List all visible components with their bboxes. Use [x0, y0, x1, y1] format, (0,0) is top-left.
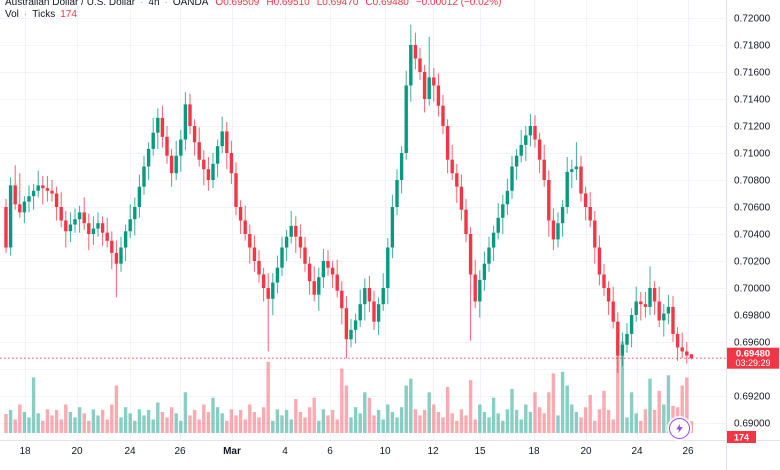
svg-text:10: 10	[379, 446, 391, 457]
volume-badge: 174	[727, 431, 756, 443]
candles-layer	[4, 24, 694, 373]
svg-text:174: 174	[734, 433, 749, 443]
svg-text:18: 18	[528, 446, 540, 457]
price-axis[interactable]: 0.72000 0.71800 0.71600 0.71400 0.71200 0.710…	[734, 14, 771, 430]
svg-text:24: 24	[124, 446, 136, 457]
svg-text:Mar: Mar	[223, 446, 241, 457]
svg-text:0.69600: 0.69600	[734, 338, 771, 349]
exchange-label[interactable]: OANDA	[172, 0, 209, 8]
ohlc-change: −0.00012 (−0.02%)	[415, 0, 502, 8]
ohlc-high: H0.69510	[266, 0, 310, 8]
svg-text:0.71200: 0.71200	[734, 122, 771, 133]
svg-text:26: 26	[682, 446, 694, 457]
svg-text:0.70600: 0.70600	[734, 203, 771, 214]
svg-text:0.71600: 0.71600	[734, 68, 771, 79]
legend-separator: ·	[140, 0, 144, 8]
svg-text:12: 12	[427, 446, 439, 457]
volume-layer	[4, 338, 694, 434]
lightning-icon	[676, 423, 683, 434]
svg-text:20: 20	[71, 446, 83, 457]
svg-text:6: 6	[327, 446, 333, 457]
svg-text:20: 20	[580, 446, 592, 457]
svg-text:26: 26	[174, 446, 186, 457]
svg-text:15: 15	[474, 446, 486, 457]
volume-indicator-label[interactable]: Vol	[5, 9, 19, 20]
svg-text:03:29:29: 03:29:29	[735, 358, 770, 368]
svg-text:0.71000: 0.71000	[734, 149, 771, 160]
svg-text:0.70400: 0.70400	[734, 230, 771, 241]
svg-text:24: 24	[631, 446, 643, 457]
svg-text:0.71400: 0.71400	[734, 95, 771, 106]
svg-text:0.69200: 0.69200	[734, 392, 771, 403]
legend-separator: ·	[23, 9, 28, 20]
time-axis[interactable]: 18 20 24 26 Mar 4 6 10 12 15 18 20 24 26	[19, 446, 694, 457]
volume-value: 174	[60, 9, 77, 20]
ohlc-close: C0.69480	[365, 0, 409, 8]
ohlc-open: O0.69509	[215, 0, 260, 8]
legend-separator: ·	[164, 0, 168, 8]
volume-legend: Vol · Ticks 174	[5, 9, 77, 20]
svg-text:4: 4	[282, 446, 288, 457]
svg-text:0.69000: 0.69000	[734, 419, 771, 430]
ohlc-low: L0.69470	[316, 0, 359, 8]
grid-layer	[0, 0, 726, 440]
volume-source-label: Ticks	[32, 9, 56, 20]
svg-text:0.69800: 0.69800	[734, 311, 771, 322]
svg-text:0.70800: 0.70800	[734, 176, 771, 187]
svg-text:0.72000: 0.72000	[734, 14, 771, 25]
svg-text:0.69480: 0.69480	[736, 349, 770, 360]
svg-text:18: 18	[19, 446, 31, 457]
boost-button[interactable]	[669, 418, 690, 439]
symbol-legend: Australian Dollar / U.S. Dollar · 4h · O…	[5, 0, 501, 8]
timeframe-label[interactable]: 4h	[148, 0, 160, 8]
svg-text:0.71800: 0.71800	[734, 41, 771, 52]
svg-text:0.70000: 0.70000	[734, 284, 771, 295]
symbol-title[interactable]: Australian Dollar / U.S. Dollar	[5, 0, 136, 8]
svg-text:0.70200: 0.70200	[734, 257, 771, 268]
